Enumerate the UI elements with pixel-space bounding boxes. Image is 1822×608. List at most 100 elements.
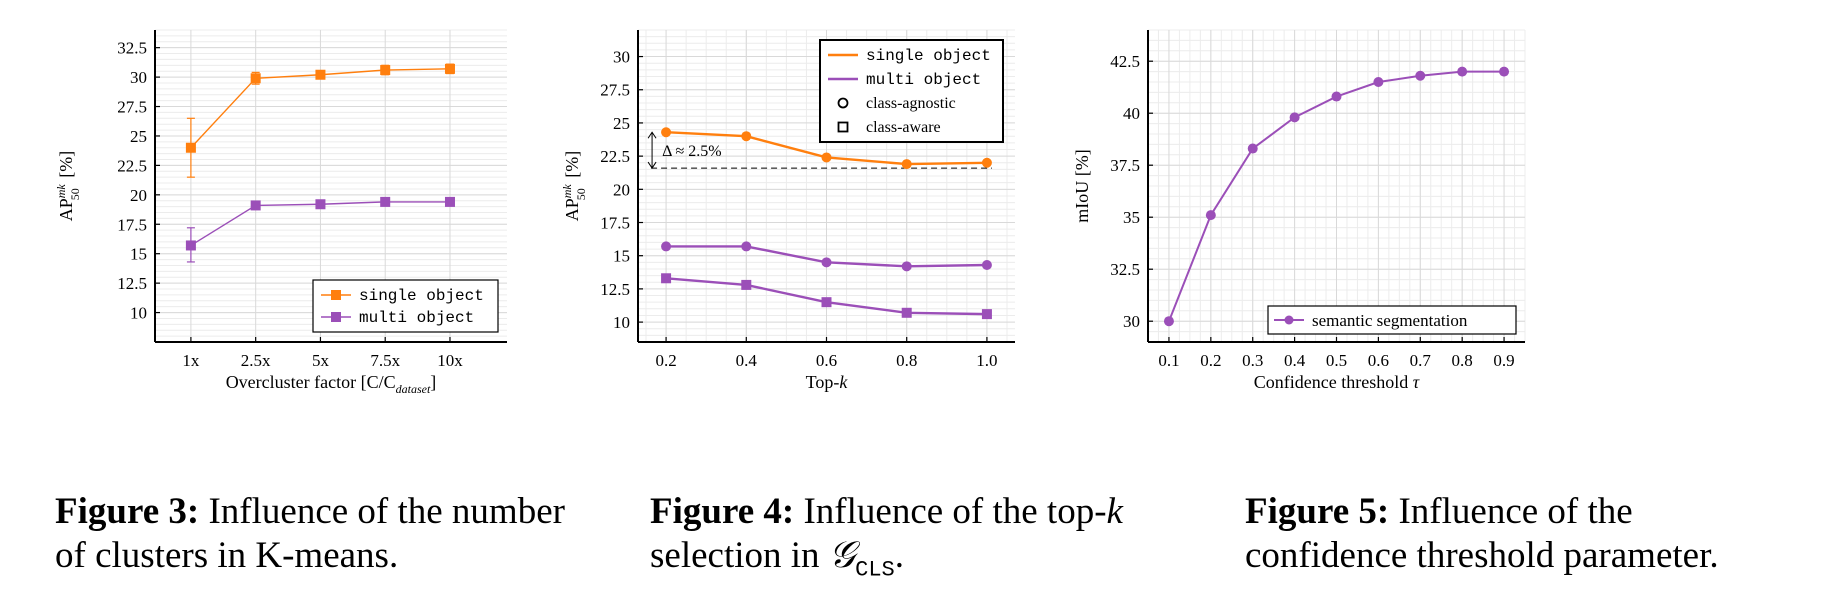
figures-canvas: 10 12.5 15 17.5 20 22.5 25 27.5 30 32.5 1x 2.5x 5x 7.… — [54, 29, 1526, 396]
fig5-data-point — [1415, 70, 1426, 81]
figure-4-caption-label: Figure 4: — [650, 491, 795, 532]
fig3-xtick-label: 10x — [437, 351, 463, 370]
fig3-ytick-label: 15 — [130, 245, 147, 264]
fig5-xtick-label: 0.8 — [1452, 351, 1473, 370]
figure-5-caption-label: Figure 5: — [1245, 491, 1390, 532]
fig4-ytick-label: 25 — [613, 114, 630, 133]
fig5-xtick-label: 0.7 — [1410, 351, 1432, 370]
fig4-legend-marker — [837, 97, 849, 109]
fig4-data-point — [661, 127, 672, 138]
fig3-data-point — [444, 63, 455, 74]
figure-3-chart: 10 12.5 15 17.5 20 22.5 25 27.5 30 32.5 1x 2.5x 5x 7.… — [54, 29, 507, 396]
fig4-legend-label: class-aware — [866, 119, 941, 136]
fig5-ytick-label: 37.5 — [1110, 156, 1140, 175]
fig5-ylabel: mIoU [%] — [1072, 149, 1092, 222]
fig4-data-point — [901, 159, 912, 170]
figure-4-caption-end: . — [894, 535, 905, 576]
fig5-data-point — [1163, 316, 1174, 327]
fig4-annotation-label: Δ ≈ 2.5% — [662, 143, 722, 160]
fig3-data-point — [444, 196, 455, 207]
fig4-annotation-arrowhead — [647, 131, 657, 139]
fig3-xlabel: Overcluster factor [C/Cdataset] — [226, 372, 437, 396]
fig5-xtick-label: 0.9 — [1493, 351, 1514, 370]
fig4-data-point — [741, 131, 752, 142]
fig4-annotation-arrowhead — [647, 161, 657, 169]
fig3-ytick-label: 25 — [130, 127, 147, 146]
figure-4-caption-gcls: 𝒢 — [828, 535, 856, 576]
fig4-ytick-label: 10 — [613, 313, 630, 332]
fig4-data-point — [981, 259, 992, 270]
fig3-xtick-label: 2.5x — [241, 351, 271, 370]
fig4-ylabel: APmk50 [%] — [560, 151, 588, 222]
fig5-legend-label: semantic segmentation — [1312, 311, 1468, 330]
fig4-xtick-label: 0.4 — [736, 351, 758, 370]
fig4-ytick-label: 20 — [613, 180, 630, 199]
fig5-xlabel: Confidence threshold τ — [1254, 372, 1420, 392]
fig4-data-point — [661, 241, 672, 252]
fig4-legend-label: multi object — [866, 71, 981, 89]
fig4-ytick-label: 27.5 — [600, 81, 630, 100]
fig4-legend-marker — [837, 121, 849, 133]
figure-4-caption-text-b: selection in — [650, 535, 820, 576]
fig4-xtick-label: 0.8 — [896, 351, 917, 370]
fig4-data-point — [661, 273, 672, 284]
fig4-legend-label: class-agnostic — [866, 95, 956, 112]
fig5-xtick-label: 0.1 — [1158, 351, 1179, 370]
fig3-legend-marker — [331, 290, 341, 300]
fig4-xtick-label: 0.2 — [655, 351, 676, 370]
fig4-data-point — [821, 257, 832, 268]
fig3-data-point — [250, 73, 261, 84]
fig3-ytick-label: 10 — [130, 304, 147, 323]
fig3-legend — [312, 279, 499, 333]
fig3-legend-label: single object — [359, 287, 484, 305]
fig4-legend — [819, 39, 1004, 143]
figure-3-caption: Figure 3: Influence of the number of clu… — [55, 490, 600, 578]
fig5-xtick-label: 0.3 — [1242, 351, 1263, 370]
fig3-data-point — [185, 142, 196, 153]
fig3-legend-marker — [331, 312, 341, 322]
fig3-ytick-label: 20 — [130, 186, 147, 205]
fig5-ytick-label: 42.5 — [1110, 52, 1140, 71]
fig3-xtick-label: 7.5x — [370, 351, 400, 370]
fig5-legend — [1267, 305, 1517, 335]
fig3-ylabel: APmk50 [%] — [54, 151, 82, 222]
fig5-xtick-label: 0.6 — [1368, 351, 1389, 370]
fig5-data-point — [1457, 66, 1468, 77]
figure-4-chart: 10 12.5 15 17.5 20 22.5 25 27.5 30 0.2 0.4 0.6 0.8 1.… — [560, 29, 1015, 392]
figure-4-caption-text-a: Influence of the top- — [803, 491, 1107, 532]
fig4-data-point — [741, 279, 752, 290]
fig5-data-point — [1373, 77, 1384, 87]
fig5-xtick-label: 0.2 — [1200, 351, 1221, 370]
fig3-data-point — [185, 240, 196, 251]
fig3-ytick-label: 12.5 — [117, 274, 147, 293]
fig5-data-point — [1289, 112, 1300, 123]
figure-4-caption-gcls-sub: CLS — [855, 557, 895, 583]
figure-4-caption-var: k — [1106, 491, 1123, 532]
fig3-ytick-label: 30 — [130, 68, 147, 87]
fig5-xtick-label: 0.4 — [1284, 351, 1306, 370]
fig4-data-point — [821, 152, 832, 163]
fig4-data-point — [741, 241, 752, 252]
fig4-data-point — [901, 307, 912, 318]
fig3-data-point — [250, 200, 261, 211]
fig3-ytick-label: 17.5 — [117, 215, 147, 234]
fig3-ytick-label: 22.5 — [117, 156, 147, 175]
fig4-xtick-label: 1.0 — [976, 351, 997, 370]
fig3-data-point — [315, 69, 326, 80]
fig5-ytick-label: 35 — [1123, 208, 1140, 227]
fig5-xtick-label: 0.5 — [1326, 351, 1347, 370]
fig4-ytick-label: 15 — [613, 247, 630, 266]
fig3-xtick-label: 1x — [182, 351, 200, 370]
fig5-data-point — [1499, 66, 1510, 77]
figure-3-caption-text: Influence of the number of clusters in K… — [55, 491, 565, 576]
fig4-ytick-label: 22.5 — [600, 147, 630, 166]
fig5-data-point — [1331, 91, 1342, 102]
fig5-ytick-label: 32.5 — [1110, 260, 1140, 279]
fig4-ytick-label: 17.5 — [600, 214, 630, 233]
fig3-legend-label: multi object — [359, 309, 474, 327]
fig3-data-point — [380, 196, 391, 207]
figure-3-caption-label: Figure 3: — [55, 491, 200, 532]
fig4-ytick-label: 30 — [613, 48, 630, 67]
fig4-ytick-label: 12.5 — [600, 280, 630, 299]
fig4-data-point — [821, 297, 832, 308]
